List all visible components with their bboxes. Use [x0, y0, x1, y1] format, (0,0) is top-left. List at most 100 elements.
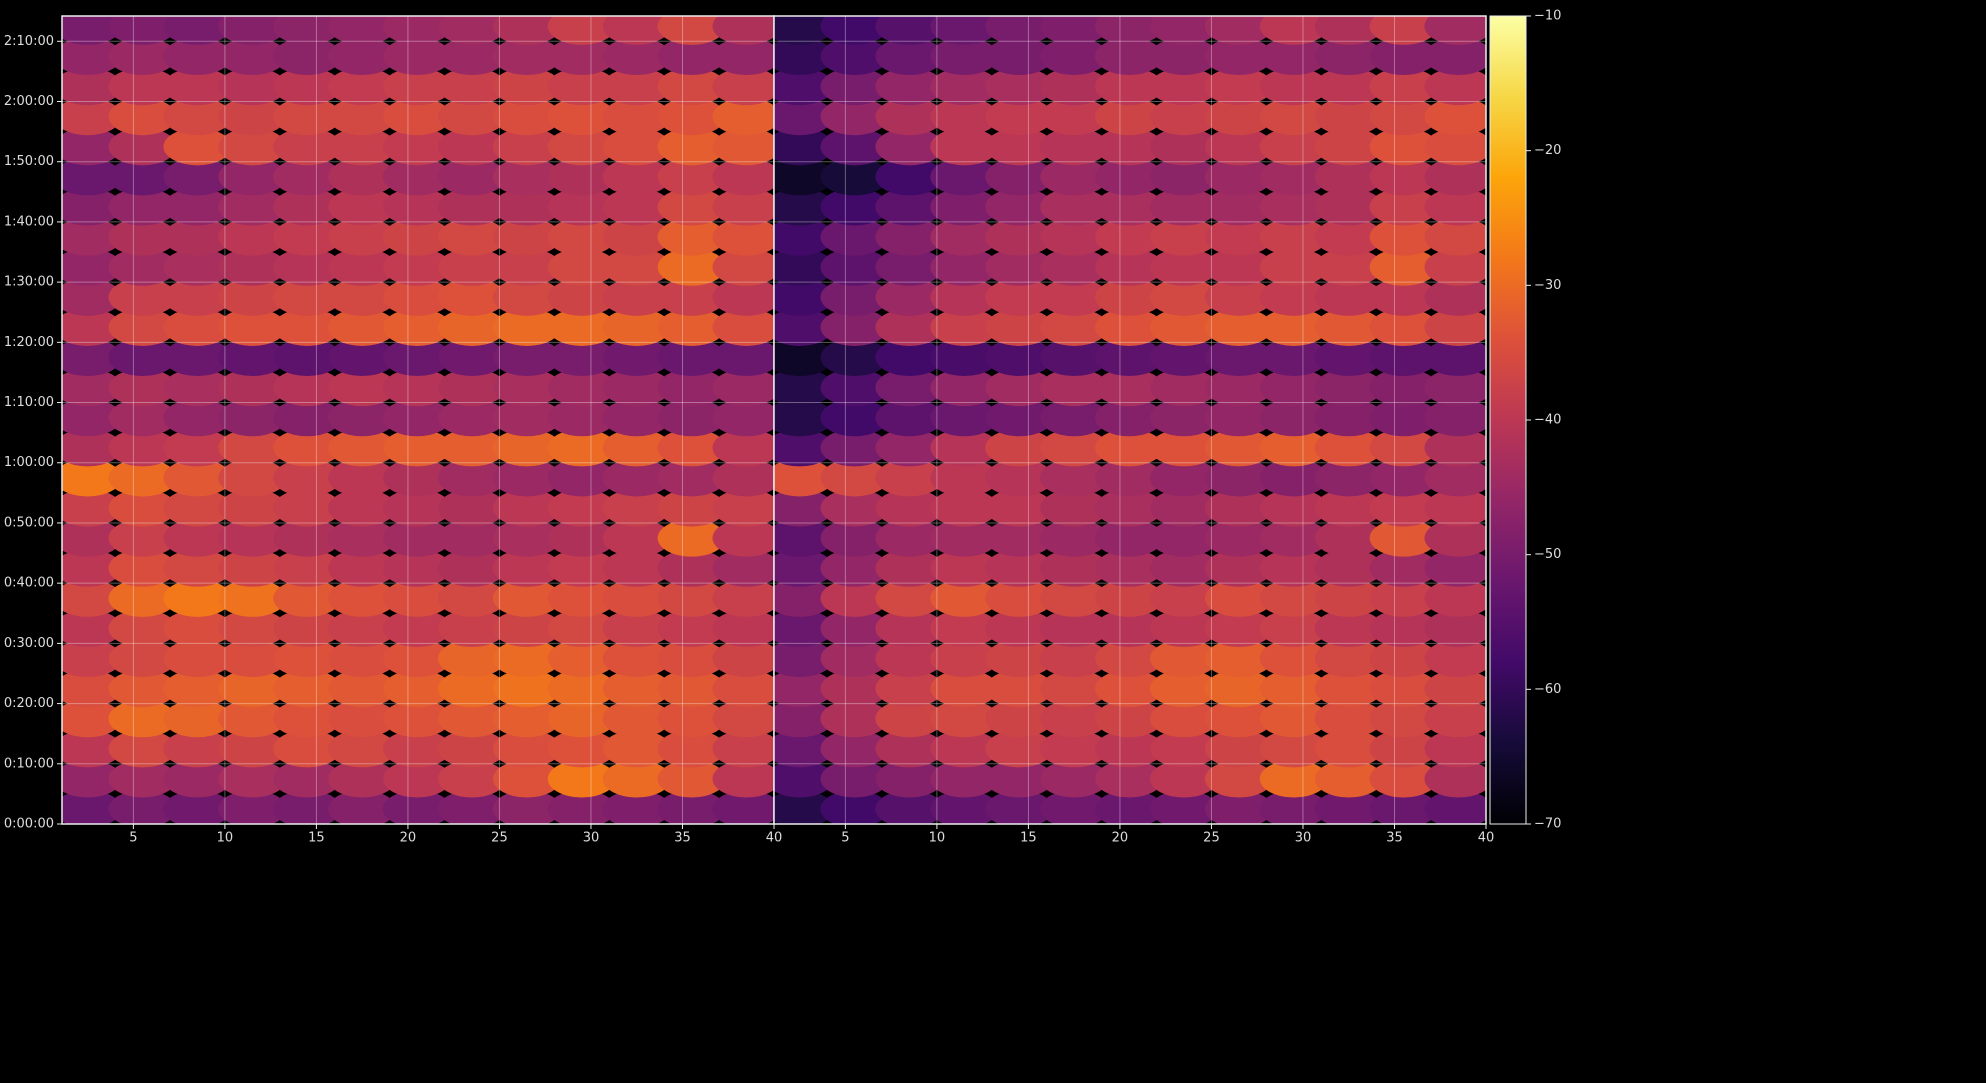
heatmap-cells [774, 16, 1486, 824]
heat-cell [492, 16, 561, 45]
heat-cell [1424, 549, 1486, 587]
heat-cell [985, 459, 1054, 497]
heat-cell [492, 158, 561, 196]
heat-cell [492, 760, 561, 798]
heat-cell [774, 669, 834, 708]
heat-cell [492, 278, 561, 316]
heat-cell [437, 489, 507, 527]
heat-cell [712, 730, 774, 768]
heat-cell [820, 248, 889, 286]
heat-cell [547, 37, 616, 76]
heat-cell [547, 218, 616, 256]
heat-cell [875, 639, 944, 678]
heat-cell [62, 127, 122, 166]
heat-cell [273, 579, 342, 617]
heat-cell [774, 127, 834, 166]
heat-cell [547, 699, 616, 738]
heat-cell [218, 579, 287, 617]
heat-cell [820, 338, 889, 377]
heat-cell [602, 248, 671, 286]
heat-cell [547, 16, 616, 45]
heat-cell [1314, 127, 1383, 166]
heat-cell [712, 549, 774, 587]
heat-cell [163, 127, 232, 166]
heat-cell [774, 97, 834, 136]
heat-cell [1369, 669, 1438, 708]
heat-cell [108, 158, 177, 196]
heat-cell [985, 368, 1054, 407]
heat-cell [1369, 579, 1438, 617]
heat-cell [273, 338, 342, 377]
heat-cell [108, 308, 177, 346]
heat-cell [1095, 790, 1164, 824]
heat-cell [1314, 429, 1383, 467]
heat-cell [1095, 579, 1164, 617]
heat-cell [1095, 158, 1164, 196]
heat-cell [62, 609, 122, 647]
heat-cell [1040, 579, 1109, 617]
heat-cell [657, 459, 726, 497]
heat-cell [1369, 730, 1438, 768]
heat-cell [820, 158, 889, 196]
heat-cell [985, 609, 1054, 647]
heat-cell [774, 429, 834, 467]
heat-cell [62, 398, 122, 437]
heat-cell [712, 248, 774, 286]
heat-cell [1095, 639, 1164, 678]
heat-cell [437, 158, 507, 196]
heat-cell [383, 188, 452, 226]
heat-cell [328, 519, 397, 557]
heat-cell [547, 519, 616, 557]
heat-cell [492, 97, 561, 136]
heat-cell [1424, 37, 1486, 75]
heat-cell [163, 459, 232, 497]
heat-cell [62, 760, 122, 798]
heat-cell [328, 699, 397, 738]
heat-cell [1149, 639, 1219, 678]
heat-cell [492, 127, 561, 166]
heat-cell [218, 429, 287, 467]
heat-cell [1040, 158, 1109, 196]
heat-cell [383, 639, 452, 678]
heat-cell [547, 308, 616, 346]
heat-cell [602, 429, 671, 467]
heat-cell [657, 549, 726, 587]
heat-cell [1369, 16, 1438, 45]
heat-cell [1095, 188, 1164, 226]
heat-cell [930, 158, 999, 196]
x-tick-label: 10 [217, 831, 234, 846]
heat-cell [437, 248, 507, 286]
heat-cell [774, 308, 834, 346]
heat-cell [602, 97, 671, 136]
heat-cell [108, 760, 177, 798]
heat-cell [273, 549, 342, 587]
heat-cell [875, 127, 944, 166]
heat-cell [657, 519, 726, 557]
heat-cell [820, 730, 889, 768]
colorbar-tick-label: −60 [1534, 682, 1561, 697]
heat-cell [163, 278, 232, 316]
heat-cell [218, 248, 287, 286]
heat-cell [1314, 790, 1383, 824]
heat-cell [712, 368, 774, 407]
heat-cell [383, 489, 452, 527]
heat-cell [273, 218, 342, 256]
heat-cell [547, 67, 616, 106]
heat-cell [218, 16, 287, 45]
heat-cell [602, 760, 671, 798]
heat-cell [1149, 549, 1219, 587]
heat-cell [492, 308, 561, 346]
heat-cell [930, 639, 999, 678]
heat-cell [602, 730, 671, 768]
heat-cell [547, 368, 616, 407]
heat-cell [657, 127, 726, 166]
heat-cell [1149, 489, 1219, 527]
heat-cell [273, 609, 342, 647]
heat-cell [602, 127, 671, 166]
heat-cell [820, 549, 889, 587]
heat-cell [1369, 127, 1438, 166]
heat-cell [875, 790, 944, 824]
heat-cell [1204, 730, 1273, 768]
heat-cell [328, 97, 397, 136]
heat-cell [1204, 579, 1273, 617]
